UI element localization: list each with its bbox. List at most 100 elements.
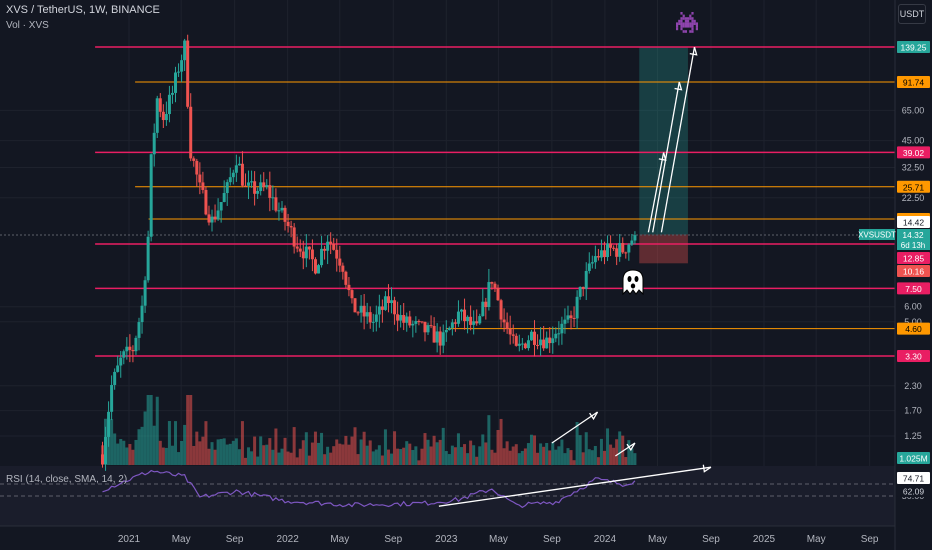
candle-body: [265, 185, 269, 187]
price-tick-label: 1.25: [904, 431, 922, 441]
volume-bar: [274, 428, 278, 465]
volume-bar: [250, 451, 254, 465]
invader-pixel: [680, 19, 683, 23]
badge-box: [897, 322, 930, 335]
candle-body: [420, 321, 424, 323]
invader-pixel: [676, 25, 679, 28]
candle-body: [341, 265, 345, 272]
volume-bar: [110, 419, 114, 465]
horizontal-levels[interactable]: [0, 46, 895, 357]
candle-body: [450, 322, 454, 328]
candle-body: [140, 305, 144, 323]
arrow-shaft: [438, 466, 712, 507]
arrow-head: [702, 464, 712, 473]
volume-bar: [256, 456, 260, 465]
volume-legend[interactable]: Vol · XVS: [6, 20, 49, 31]
candle-body: [526, 340, 530, 349]
time-tick-label: 2023: [435, 534, 458, 545]
candle-body: [490, 282, 494, 284]
price-candles: [100, 34, 637, 471]
candle-body: [423, 321, 427, 333]
long-position-tool[interactable]: [639, 47, 688, 264]
volume-bar: [216, 439, 220, 465]
candle-body: [219, 202, 223, 211]
invader-pixel: [684, 17, 687, 20]
candle-body: [146, 236, 150, 281]
volume-bar: [186, 395, 190, 465]
price-badges: 140.1991.7439.0225.7117.407.504.603.3013…: [858, 41, 930, 497]
currency-button[interactable]: USDT: [898, 4, 926, 24]
candle-body: [566, 315, 570, 320]
drawing-annotations[interactable]: [438, 46, 712, 507]
volume-bar: [304, 432, 308, 465]
volume-bar: [377, 445, 381, 465]
volume-bar: [463, 444, 467, 465]
volume-bar: [119, 438, 123, 465]
candle-body: [453, 322, 457, 324]
volume-bar: [405, 441, 409, 465]
invader-pixel: [695, 25, 698, 28]
candle-body: [575, 296, 579, 319]
badge-text: 3.30: [905, 352, 922, 362]
volume-bar: [545, 442, 549, 465]
volume-bar: [536, 452, 540, 465]
candle-body: [463, 309, 467, 322]
candle-body: [307, 246, 311, 250]
level-price-badge: 25.71: [897, 180, 930, 193]
volume-bar: [140, 426, 144, 465]
badge-box: [897, 180, 930, 193]
candle-body: [280, 207, 284, 211]
volume-bar: [310, 442, 314, 465]
volume-bar: [578, 435, 582, 465]
candle-body: [533, 331, 537, 345]
volume-bar: [587, 449, 591, 465]
volume-bar: [399, 449, 403, 465]
badge-box: [897, 229, 930, 250]
volume-bar: [478, 446, 482, 465]
price-tick-label: 6.00: [904, 302, 922, 312]
target-badge: 139.25: [897, 41, 930, 53]
volume-bar: [152, 425, 156, 465]
candle-body: [584, 270, 588, 289]
volume-bar: [237, 449, 241, 465]
volume-bar: [128, 444, 132, 465]
candle-body: [326, 241, 330, 251]
candle-body: [186, 40, 190, 107]
candle-body: [417, 321, 421, 323]
volume-bar: [615, 439, 619, 465]
volume-bar: [630, 448, 634, 465]
candle-body: [596, 256, 600, 258]
badge-text: 62.09: [903, 487, 925, 497]
candle-body: [517, 343, 521, 346]
volume-bar: [548, 450, 552, 465]
volume-bar: [386, 449, 390, 465]
volume-bar: [624, 457, 628, 465]
candle-body: [548, 337, 552, 344]
candle-body: [183, 40, 187, 61]
volume-bar: [402, 447, 406, 465]
candle-body: [581, 286, 585, 289]
candle-body: [362, 305, 366, 317]
candle-body: [572, 317, 576, 319]
candle-body: [514, 335, 518, 346]
candle-body: [100, 454, 104, 465]
candle-body: [383, 296, 387, 310]
invader-pixel: [687, 19, 690, 23]
badge-box: [897, 350, 930, 362]
invader-pixel: [680, 25, 683, 28]
symbol-title[interactable]: XVS / TetherUS, 1W, BINANCE: [6, 4, 160, 16]
volume-bar: [247, 447, 251, 465]
time-tick-label: May: [489, 534, 508, 545]
volume-bar: [356, 454, 360, 465]
badge-text: 1.025M: [899, 454, 927, 464]
volume-bar: [146, 395, 150, 465]
ghost-mouth: [630, 283, 636, 289]
volume-bar: [539, 443, 543, 465]
rsi-legend[interactable]: RSI (14, close, SMA, 14, 2): [6, 474, 128, 485]
candle-body: [122, 351, 126, 358]
candle-body: [542, 339, 546, 349]
level-price-badge: 91.74: [897, 75, 930, 88]
volume-bar: [390, 453, 394, 465]
invader-pixel: [682, 14, 685, 18]
